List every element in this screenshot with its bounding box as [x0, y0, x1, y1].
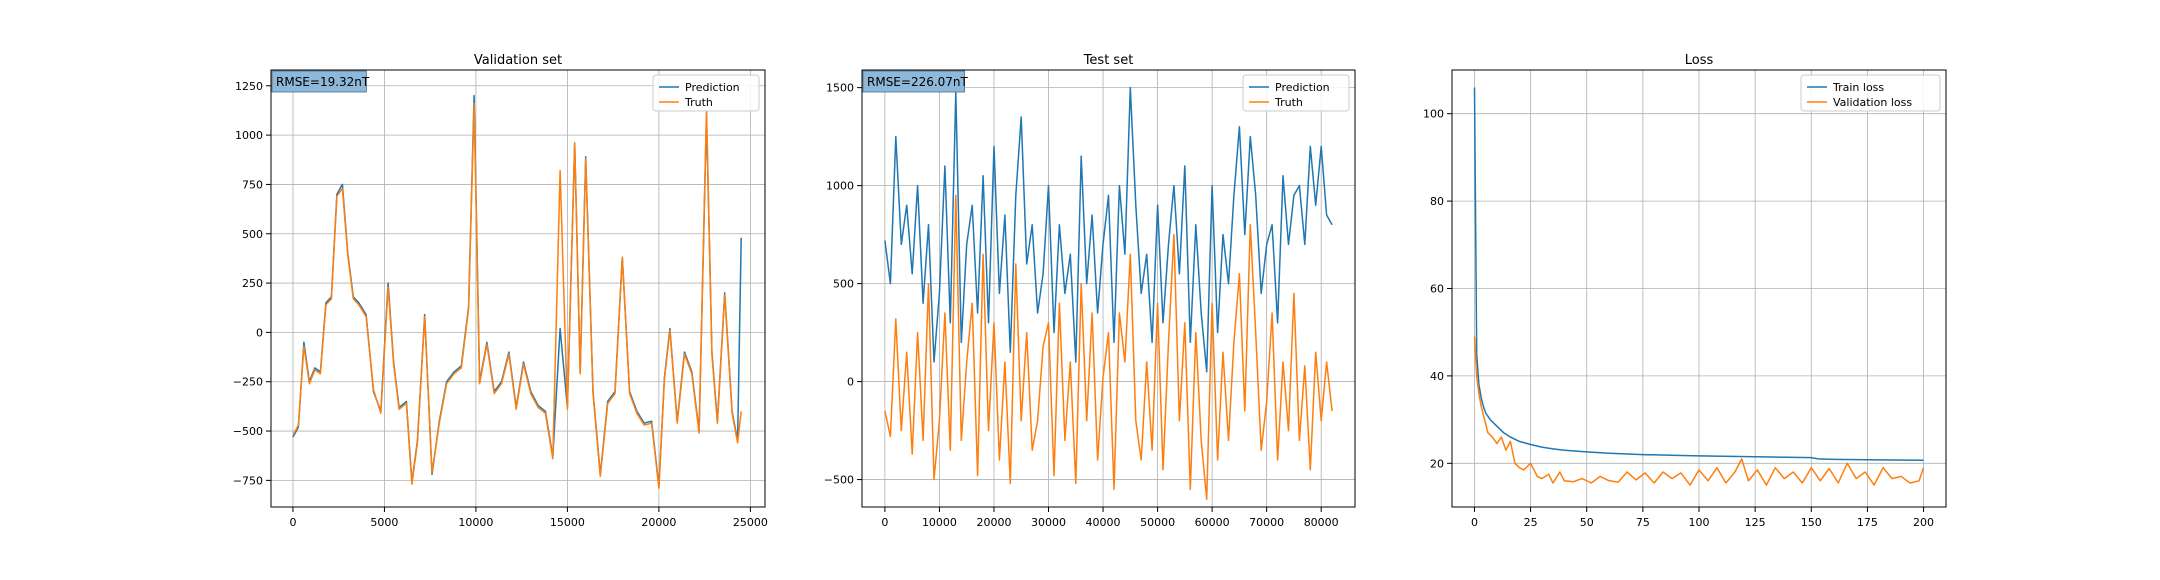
legend-label: Prediction: [1275, 81, 1330, 94]
x-tick-label: 0: [289, 516, 296, 529]
x-tick-label: 50: [1580, 516, 1594, 529]
rmse-box: [271, 70, 367, 93]
x-tick-label: 30000: [1031, 516, 1066, 529]
plot-frame: [861, 69, 1356, 508]
y-tick-label: 60: [1430, 283, 1444, 296]
y-tick-label: 100: [1423, 108, 1444, 121]
legend-label: Prediction: [685, 81, 740, 94]
y-tick-label: 750: [242, 178, 263, 191]
x-tick-label: 5000: [370, 516, 398, 529]
y-tick-label: −750: [233, 474, 263, 487]
y-tick-label: −250: [233, 376, 263, 389]
y-tick-label: 250: [242, 277, 263, 290]
y-tick-label: 0: [847, 376, 854, 389]
series-line-validation-loss: [1473, 336, 1925, 486]
x-tick-label: 75: [1636, 516, 1650, 529]
series-line-train-loss: [1473, 87, 1924, 461]
chart-title: Loss: [1685, 53, 1714, 68]
legend-label: Truth: [684, 96, 713, 109]
x-tick-label: 80000: [1304, 516, 1339, 529]
chart-title: Test set: [1083, 53, 1134, 68]
x-tick-label: 100: [1689, 516, 1710, 529]
rmse-box: [862, 70, 965, 93]
y-tick-label: 500: [833, 278, 854, 291]
series-line-truth: [292, 102, 742, 490]
x-tick-label: 200: [1913, 516, 1934, 529]
x-tick-label: 0: [1471, 516, 1478, 529]
y-tick-label: 500: [242, 228, 263, 241]
legend-box: [652, 74, 760, 112]
chart-0: 0 5000 10000 15000 20000 25000 −750 −500 −250 0 25…: [233, 53, 768, 529]
x-tick-label: 125: [1745, 516, 1766, 529]
x-tick-label: 70000: [1249, 516, 1284, 529]
chart-1: 0 10000 20000 30000 40000 50000 60000 70000 8000…: [824, 53, 1356, 529]
x-tick-label: 10000: [458, 516, 493, 529]
y-tick-label: 40: [1430, 370, 1444, 383]
series-line-truth: [884, 194, 1333, 500]
rmse-label: RMSE=19.32nT: [276, 75, 370, 89]
x-tick-label: 175: [1857, 516, 1878, 529]
x-tick-label: 0: [881, 516, 888, 529]
chart-title: Validation set: [474, 53, 562, 68]
legend-label: Train loss: [1832, 81, 1884, 94]
x-tick-label: 60000: [1195, 516, 1230, 529]
y-tick-label: 1000: [235, 129, 263, 142]
legend-label: Validation loss: [1833, 96, 1912, 109]
y-tick-label: 80: [1430, 195, 1444, 208]
x-tick-label: 40000: [1086, 516, 1121, 529]
x-tick-label: 50000: [1140, 516, 1175, 529]
x-tick-label: 150: [1801, 516, 1822, 529]
chart-2: 0 25 50 75 100 125 150 175 200 20 40 60 80 100 Loss Tra…: [1423, 53, 1947, 529]
series-line-prediction: [884, 86, 1333, 373]
y-tick-label: 1000: [826, 180, 854, 193]
legend-box: [1800, 74, 1941, 112]
x-tick-label: 25000: [733, 516, 768, 529]
y-tick-label: −500: [233, 425, 263, 438]
rmse-label: RMSE=226.07nT: [867, 75, 969, 89]
x-tick-label: 15000: [550, 516, 585, 529]
x-tick-label: 10000: [922, 516, 957, 529]
x-tick-label: 20000: [641, 516, 676, 529]
plot-frame: [270, 69, 766, 508]
y-tick-label: 1250: [235, 80, 263, 93]
legend-box: [1242, 74, 1350, 112]
y-tick-label: 20: [1430, 457, 1444, 470]
legend-label: Truth: [1274, 96, 1303, 109]
y-tick-label: 0: [256, 326, 263, 339]
x-tick-label: 20000: [976, 516, 1011, 529]
x-tick-label: 25: [1524, 516, 1538, 529]
y-tick-label: −500: [824, 474, 854, 487]
y-tick-label: 1500: [826, 82, 854, 95]
